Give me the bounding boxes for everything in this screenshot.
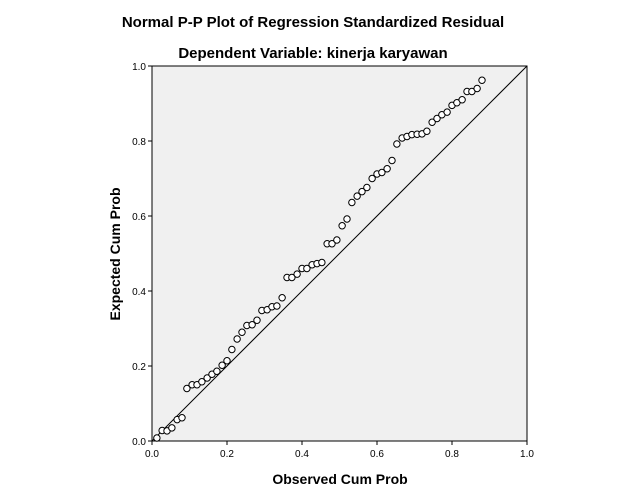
data-point xyxy=(198,378,206,386)
data-point xyxy=(203,374,211,382)
x-axis: 0.0 0.2 0.4 0.6 0.8 1.0 xyxy=(145,441,534,460)
data-point xyxy=(273,302,281,310)
reference-diagonal-line xyxy=(151,65,528,442)
data-point xyxy=(368,174,376,183)
data-point xyxy=(428,118,436,126)
y-tick-label: 0.0 xyxy=(132,437,146,448)
data-point xyxy=(228,345,236,354)
data-point xyxy=(183,384,191,393)
data-point xyxy=(353,192,361,200)
data-point xyxy=(393,140,401,148)
data-point xyxy=(328,240,336,248)
data-point xyxy=(433,114,441,123)
y-axis: 0.0 0.2 0.4 0.6 0.8 1.0 xyxy=(132,62,152,448)
y-tick-label: 0.2 xyxy=(132,362,146,373)
data-point xyxy=(168,424,176,432)
data-point xyxy=(153,434,161,442)
data-point xyxy=(363,183,371,192)
data-point xyxy=(443,108,451,116)
data-point xyxy=(458,96,466,104)
data-point xyxy=(213,367,221,375)
data-point xyxy=(253,316,261,324)
x-axis-label: Observed Cum Prob xyxy=(272,471,407,487)
y-axis-label: Expected Cum Prob xyxy=(107,187,123,320)
data-point xyxy=(343,215,351,223)
data-point xyxy=(478,76,486,84)
x-tick-label: 0.6 xyxy=(370,449,384,460)
y-tick-label: 0.6 xyxy=(132,212,146,223)
data-point xyxy=(348,198,356,207)
data-point xyxy=(388,156,396,165)
data-point xyxy=(378,168,386,177)
data-point xyxy=(383,165,391,173)
data-point xyxy=(423,127,431,135)
data-point xyxy=(318,258,326,267)
x-tick-label: 0.0 xyxy=(145,449,159,460)
data-point xyxy=(293,270,301,278)
chart-subtitle: Dependent Variable: kinerja karyawan xyxy=(178,45,447,62)
data-point xyxy=(358,187,366,196)
y-tick-label: 0.8 xyxy=(132,137,146,148)
data-point xyxy=(248,321,256,329)
data-points xyxy=(153,76,486,442)
data-point xyxy=(238,328,246,336)
x-tick-label: 0.2 xyxy=(220,449,234,460)
data-point xyxy=(333,236,341,244)
data-point xyxy=(278,294,286,302)
x-tick-label: 1.0 xyxy=(520,449,534,460)
data-point xyxy=(338,222,346,230)
y-tick-label: 0.4 xyxy=(132,287,146,298)
x-tick-label: 0.8 xyxy=(445,449,459,460)
data-point xyxy=(303,264,311,273)
data-point xyxy=(223,357,231,365)
chart-title: Normal P-P Plot of Regression Standardiz… xyxy=(122,14,504,31)
data-point xyxy=(178,414,186,422)
x-tick-label: 0.4 xyxy=(295,449,309,460)
data-point xyxy=(288,273,296,282)
data-point xyxy=(473,84,481,93)
data-point xyxy=(218,361,226,369)
data-point xyxy=(233,335,241,343)
y-tick-label: 1.0 xyxy=(132,62,146,73)
